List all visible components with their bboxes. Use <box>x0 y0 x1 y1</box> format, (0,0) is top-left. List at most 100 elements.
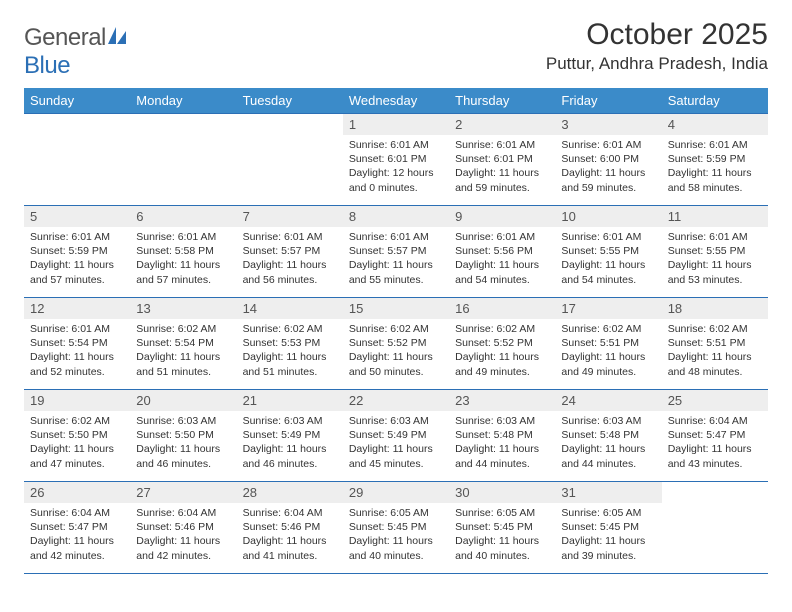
daylight-text: Daylight: 11 hours <box>349 442 443 456</box>
daylight-text: Daylight: 11 hours <box>30 258 124 272</box>
daylight-text-cont: and 45 minutes. <box>349 457 443 471</box>
day-info: Sunrise: 6:05 AMSunset: 5:45 PMDaylight:… <box>343 503 449 567</box>
sunset-text: Sunset: 5:55 PM <box>561 244 655 258</box>
sunset-text: Sunset: 5:52 PM <box>455 336 549 350</box>
day-info: Sunrise: 6:02 AMSunset: 5:54 PMDaylight:… <box>130 319 236 383</box>
sunset-text: Sunset: 5:56 PM <box>455 244 549 258</box>
daylight-text: Daylight: 11 hours <box>243 350 337 364</box>
day-info: Sunrise: 6:01 AMSunset: 5:58 PMDaylight:… <box>130 227 236 291</box>
day-number: 5 <box>24 206 130 227</box>
day-info: Sunrise: 6:04 AMSunset: 5:47 PMDaylight:… <box>662 411 768 475</box>
location-subtitle: Puttur, Andhra Pradesh, India <box>546 54 768 74</box>
daylight-text: Daylight: 11 hours <box>243 442 337 456</box>
day-number: 21 <box>237 390 343 411</box>
day-number: 25 <box>662 390 768 411</box>
sunrise-text: Sunrise: 6:02 AM <box>136 322 230 336</box>
day-info: Sunrise: 6:04 AMSunset: 5:46 PMDaylight:… <box>130 503 236 567</box>
calendar-day-cell: 16Sunrise: 6:02 AMSunset: 5:52 PMDayligh… <box>449 298 555 390</box>
sunrise-text: Sunrise: 6:05 AM <box>455 506 549 520</box>
daylight-text-cont: and 49 minutes. <box>561 365 655 379</box>
calendar-day-cell: 29Sunrise: 6:05 AMSunset: 5:45 PMDayligh… <box>343 482 449 574</box>
daylight-text: Daylight: 11 hours <box>243 534 337 548</box>
day-number: 24 <box>555 390 661 411</box>
calendar-day-cell: 24Sunrise: 6:03 AMSunset: 5:48 PMDayligh… <box>555 390 661 482</box>
calendar-day-cell: 12Sunrise: 6:01 AMSunset: 5:54 PMDayligh… <box>24 298 130 390</box>
day-number: 13 <box>130 298 236 319</box>
day-number: 12 <box>24 298 130 319</box>
daylight-text-cont: and 52 minutes. <box>30 365 124 379</box>
sunset-text: Sunset: 5:54 PM <box>30 336 124 350</box>
calendar-body: 1Sunrise: 6:01 AMSunset: 6:01 PMDaylight… <box>24 114 768 574</box>
daylight-text: Daylight: 11 hours <box>455 534 549 548</box>
daylight-text: Daylight: 11 hours <box>455 442 549 456</box>
sunrise-text: Sunrise: 6:02 AM <box>561 322 655 336</box>
calendar-day-cell: 27Sunrise: 6:04 AMSunset: 5:46 PMDayligh… <box>130 482 236 574</box>
daylight-text-cont: and 54 minutes. <box>455 273 549 287</box>
sunset-text: Sunset: 5:46 PM <box>243 520 337 534</box>
sunrise-text: Sunrise: 6:01 AM <box>349 138 443 152</box>
sunset-text: Sunset: 5:47 PM <box>30 520 124 534</box>
calendar-day-cell: 8Sunrise: 6:01 AMSunset: 5:57 PMDaylight… <box>343 206 449 298</box>
daylight-text: Daylight: 11 hours <box>668 350 762 364</box>
calendar-day-cell: 30Sunrise: 6:05 AMSunset: 5:45 PMDayligh… <box>449 482 555 574</box>
sunrise-text: Sunrise: 6:04 AM <box>30 506 124 520</box>
calendar-day-cell <box>662 482 768 574</box>
sunset-text: Sunset: 5:58 PM <box>136 244 230 258</box>
sunrise-text: Sunrise: 6:03 AM <box>136 414 230 428</box>
day-info: Sunrise: 6:04 AMSunset: 5:46 PMDaylight:… <box>237 503 343 567</box>
calendar-day-cell <box>237 114 343 206</box>
calendar-day-cell: 9Sunrise: 6:01 AMSunset: 5:56 PMDaylight… <box>449 206 555 298</box>
day-info: Sunrise: 6:03 AMSunset: 5:49 PMDaylight:… <box>237 411 343 475</box>
daylight-text-cont: and 53 minutes. <box>668 273 762 287</box>
calendar-table: Sunday Monday Tuesday Wednesday Thursday… <box>24 88 768 574</box>
calendar-day-cell: 31Sunrise: 6:05 AMSunset: 5:45 PMDayligh… <box>555 482 661 574</box>
daylight-text: Daylight: 11 hours <box>30 534 124 548</box>
day-info: Sunrise: 6:03 AMSunset: 5:50 PMDaylight:… <box>130 411 236 475</box>
daylight-text: Daylight: 11 hours <box>455 258 549 272</box>
calendar-day-cell: 28Sunrise: 6:04 AMSunset: 5:46 PMDayligh… <box>237 482 343 574</box>
logo-sails-icon <box>108 24 128 52</box>
sunset-text: Sunset: 5:54 PM <box>136 336 230 350</box>
sunset-text: Sunset: 5:51 PM <box>561 336 655 350</box>
calendar-day-cell: 18Sunrise: 6:02 AMSunset: 5:51 PMDayligh… <box>662 298 768 390</box>
day-number: 15 <box>343 298 449 319</box>
daylight-text: Daylight: 11 hours <box>455 350 549 364</box>
sunset-text: Sunset: 5:47 PM <box>668 428 762 442</box>
day-number: 4 <box>662 114 768 135</box>
sunset-text: Sunset: 5:51 PM <box>668 336 762 350</box>
sunset-text: Sunset: 5:45 PM <box>455 520 549 534</box>
daylight-text-cont: and 46 minutes. <box>243 457 337 471</box>
day-info: Sunrise: 6:01 AMSunset: 5:59 PMDaylight:… <box>24 227 130 291</box>
daylight-text-cont: and 57 minutes. <box>30 273 124 287</box>
sunrise-text: Sunrise: 6:01 AM <box>668 138 762 152</box>
sunset-text: Sunset: 5:49 PM <box>243 428 337 442</box>
daylight-text: Daylight: 11 hours <box>668 258 762 272</box>
daylight-text-cont: and 59 minutes. <box>561 181 655 195</box>
day-info: Sunrise: 6:05 AMSunset: 5:45 PMDaylight:… <box>555 503 661 567</box>
calendar-day-cell: 6Sunrise: 6:01 AMSunset: 5:58 PMDaylight… <box>130 206 236 298</box>
calendar-day-cell <box>24 114 130 206</box>
day-number: 23 <box>449 390 555 411</box>
logo-text-a: General <box>24 24 106 51</box>
day-number: 20 <box>130 390 236 411</box>
sunrise-text: Sunrise: 6:01 AM <box>668 230 762 244</box>
daylight-text-cont: and 0 minutes. <box>349 181 443 195</box>
sunrise-text: Sunrise: 6:04 AM <box>668 414 762 428</box>
sunrise-text: Sunrise: 6:01 AM <box>243 230 337 244</box>
daylight-text: Daylight: 11 hours <box>561 350 655 364</box>
sunrise-text: Sunrise: 6:02 AM <box>349 322 443 336</box>
daylight-text-cont: and 40 minutes. <box>455 549 549 563</box>
daylight-text-cont: and 42 minutes. <box>30 549 124 563</box>
day-number: 7 <box>237 206 343 227</box>
calendar-day-cell: 4Sunrise: 6:01 AMSunset: 5:59 PMDaylight… <box>662 114 768 206</box>
calendar-week-row: 19Sunrise: 6:02 AMSunset: 5:50 PMDayligh… <box>24 390 768 482</box>
daylight-text-cont: and 50 minutes. <box>349 365 443 379</box>
weekday-header: Thursday <box>449 88 555 114</box>
daylight-text-cont: and 51 minutes. <box>243 365 337 379</box>
calendar-day-cell: 10Sunrise: 6:01 AMSunset: 5:55 PMDayligh… <box>555 206 661 298</box>
day-number: 10 <box>555 206 661 227</box>
sunrise-text: Sunrise: 6:01 AM <box>561 230 655 244</box>
day-info: Sunrise: 6:03 AMSunset: 5:48 PMDaylight:… <box>555 411 661 475</box>
daylight-text-cont: and 54 minutes. <box>561 273 655 287</box>
daylight-text: Daylight: 11 hours <box>349 350 443 364</box>
